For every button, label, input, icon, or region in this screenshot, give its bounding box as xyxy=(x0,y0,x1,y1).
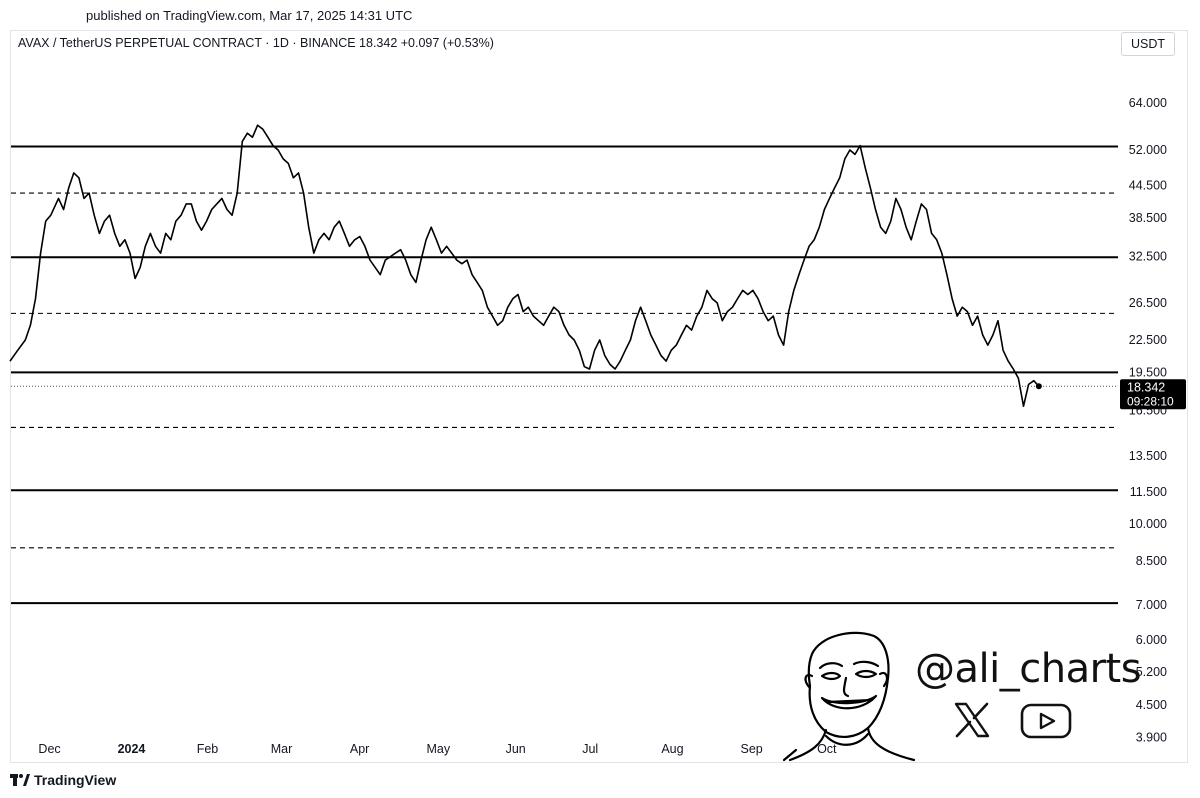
chart-frame xyxy=(10,30,1188,763)
x-tick-label: Sep xyxy=(740,742,762,756)
x-tick-label: Jul xyxy=(582,742,598,756)
y-tick-label: 7.000 xyxy=(1136,598,1167,612)
x-tick-label: Feb xyxy=(197,742,219,756)
current-price-value: 18.342 xyxy=(1127,380,1165,394)
y-tick-label: 32.500 xyxy=(1129,250,1167,264)
current-price-label xyxy=(1120,379,1186,410)
y-tick-label: 6.000 xyxy=(1136,633,1167,647)
x-tick-label: 2024 xyxy=(118,742,146,756)
x-logo-icon xyxy=(954,702,990,738)
tradingview-name: TradingView xyxy=(34,772,117,788)
y-tick-label: 13.500 xyxy=(1129,449,1167,463)
y-tick-label: 64.000 xyxy=(1129,96,1167,110)
y-tick-label: 8.500 xyxy=(1136,554,1167,568)
countdown-timer: 09:28:10 xyxy=(1127,394,1174,408)
watermark-handle: @ali_charts xyxy=(915,646,1142,692)
y-tick-label: 44.500 xyxy=(1129,178,1167,192)
y-tick-label: 4.500 xyxy=(1136,698,1167,712)
y-tick-label: 10.000 xyxy=(1129,517,1167,531)
symbol-legend: AVAX / TetherUS PERPETUAL CONTRACT · 1D … xyxy=(18,36,494,50)
y-tick-label: 38.500 xyxy=(1129,211,1167,225)
cartoon-avatar xyxy=(782,631,916,762)
youtube-icon xyxy=(1020,703,1072,739)
y-tick-label: 5.200 xyxy=(1136,665,1167,679)
last-price-dot xyxy=(1035,383,1042,390)
currency-selector-button[interactable]: USDT xyxy=(1121,32,1175,56)
x-tick-label: Aug xyxy=(661,742,683,756)
x-tick-label: Jun xyxy=(506,742,526,756)
y-tick-label: 22.500 xyxy=(1129,333,1167,347)
x-tick-label: Apr xyxy=(350,742,369,756)
y-tick-label: 11.500 xyxy=(1130,485,1167,499)
y-tick-label: 19.500 xyxy=(1129,365,1167,379)
x-tick-label: Oct xyxy=(817,742,837,756)
y-tick-label: 3.900 xyxy=(1136,730,1167,744)
x-tick-label: May xyxy=(426,742,450,756)
tradingview-logo-icon xyxy=(10,774,30,786)
price-series-line xyxy=(9,124,1040,407)
x-tick-label: Mar xyxy=(271,742,293,756)
x-tick-label: Dec xyxy=(38,742,60,756)
y-tick-label: 52.000 xyxy=(1129,143,1167,157)
y-tick-label: 26.500 xyxy=(1129,296,1167,310)
published-note: published on TradingView.com, Mar 17, 20… xyxy=(86,8,413,23)
tradingview-brand: TradingView xyxy=(10,772,116,788)
